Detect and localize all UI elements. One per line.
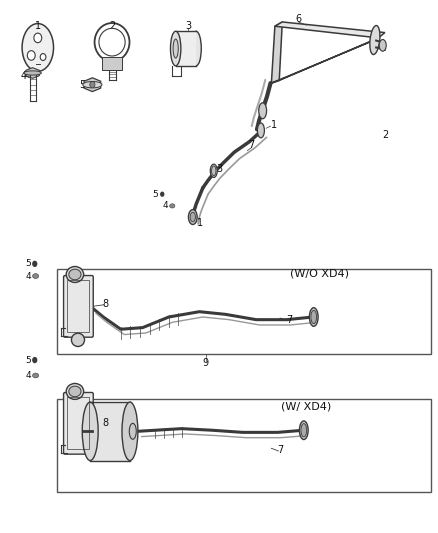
Text: 4: 4 bbox=[163, 201, 169, 211]
Ellipse shape bbox=[210, 164, 217, 177]
Circle shape bbox=[32, 357, 37, 364]
Polygon shape bbox=[275, 22, 385, 38]
Text: 3: 3 bbox=[185, 21, 191, 31]
Ellipse shape bbox=[71, 333, 85, 346]
Bar bbox=[57, 399, 431, 492]
Ellipse shape bbox=[300, 421, 308, 440]
Text: 5: 5 bbox=[25, 356, 31, 365]
Ellipse shape bbox=[170, 204, 175, 208]
Text: 5: 5 bbox=[80, 80, 86, 90]
Ellipse shape bbox=[22, 23, 53, 71]
Text: 7: 7 bbox=[277, 445, 283, 455]
Text: 8: 8 bbox=[102, 418, 109, 429]
Text: 1: 1 bbox=[197, 218, 203, 228]
Ellipse shape bbox=[311, 310, 317, 324]
Ellipse shape bbox=[69, 386, 81, 397]
Ellipse shape bbox=[32, 273, 39, 278]
Text: 2: 2 bbox=[109, 21, 115, 31]
Ellipse shape bbox=[40, 54, 46, 61]
Text: 1: 1 bbox=[271, 120, 277, 130]
Ellipse shape bbox=[301, 424, 307, 437]
Ellipse shape bbox=[66, 383, 84, 399]
Ellipse shape bbox=[66, 266, 84, 282]
Ellipse shape bbox=[83, 82, 102, 88]
Ellipse shape bbox=[212, 166, 216, 175]
FancyBboxPatch shape bbox=[64, 392, 93, 454]
Polygon shape bbox=[26, 68, 39, 78]
Text: (W/O XD4): (W/O XD4) bbox=[290, 269, 349, 278]
Text: 4: 4 bbox=[20, 71, 26, 81]
Ellipse shape bbox=[27, 51, 35, 60]
Text: 4: 4 bbox=[25, 272, 31, 280]
Text: 4: 4 bbox=[25, 371, 31, 380]
Bar bbox=[176, 31, 196, 66]
Ellipse shape bbox=[32, 373, 39, 378]
Ellipse shape bbox=[34, 33, 42, 43]
Ellipse shape bbox=[191, 31, 201, 66]
Ellipse shape bbox=[370, 26, 380, 54]
Ellipse shape bbox=[90, 82, 95, 88]
Bar bbox=[67, 397, 89, 449]
Ellipse shape bbox=[190, 212, 195, 222]
Ellipse shape bbox=[258, 123, 265, 138]
Polygon shape bbox=[84, 78, 101, 92]
Text: 7: 7 bbox=[286, 314, 292, 325]
Text: 3: 3 bbox=[216, 164, 222, 174]
Text: 6: 6 bbox=[295, 14, 301, 25]
Polygon shape bbox=[272, 22, 283, 83]
Bar bbox=[67, 280, 89, 333]
Bar bbox=[90, 402, 130, 461]
Ellipse shape bbox=[122, 402, 138, 461]
Text: 5: 5 bbox=[152, 190, 158, 199]
Ellipse shape bbox=[188, 209, 197, 224]
Text: 5: 5 bbox=[25, 260, 31, 268]
Text: (W/ XD4): (W/ XD4) bbox=[281, 401, 332, 411]
FancyBboxPatch shape bbox=[64, 276, 93, 337]
Ellipse shape bbox=[173, 39, 178, 58]
Text: 9: 9 bbox=[203, 358, 209, 368]
Text: 1: 1 bbox=[35, 21, 41, 31]
Ellipse shape bbox=[99, 28, 125, 56]
Ellipse shape bbox=[170, 31, 181, 66]
Ellipse shape bbox=[82, 402, 98, 461]
Text: 8: 8 bbox=[102, 298, 109, 309]
Ellipse shape bbox=[309, 308, 318, 326]
Bar bbox=[57, 269, 431, 354]
Circle shape bbox=[32, 261, 37, 267]
Ellipse shape bbox=[259, 103, 267, 119]
Bar bbox=[102, 57, 122, 70]
Polygon shape bbox=[272, 38, 378, 83]
Circle shape bbox=[160, 191, 164, 197]
Ellipse shape bbox=[24, 71, 41, 75]
Ellipse shape bbox=[129, 423, 136, 439]
Text: 7: 7 bbox=[249, 140, 255, 150]
Text: 2: 2 bbox=[382, 130, 388, 140]
Ellipse shape bbox=[69, 269, 81, 280]
Ellipse shape bbox=[379, 39, 386, 51]
